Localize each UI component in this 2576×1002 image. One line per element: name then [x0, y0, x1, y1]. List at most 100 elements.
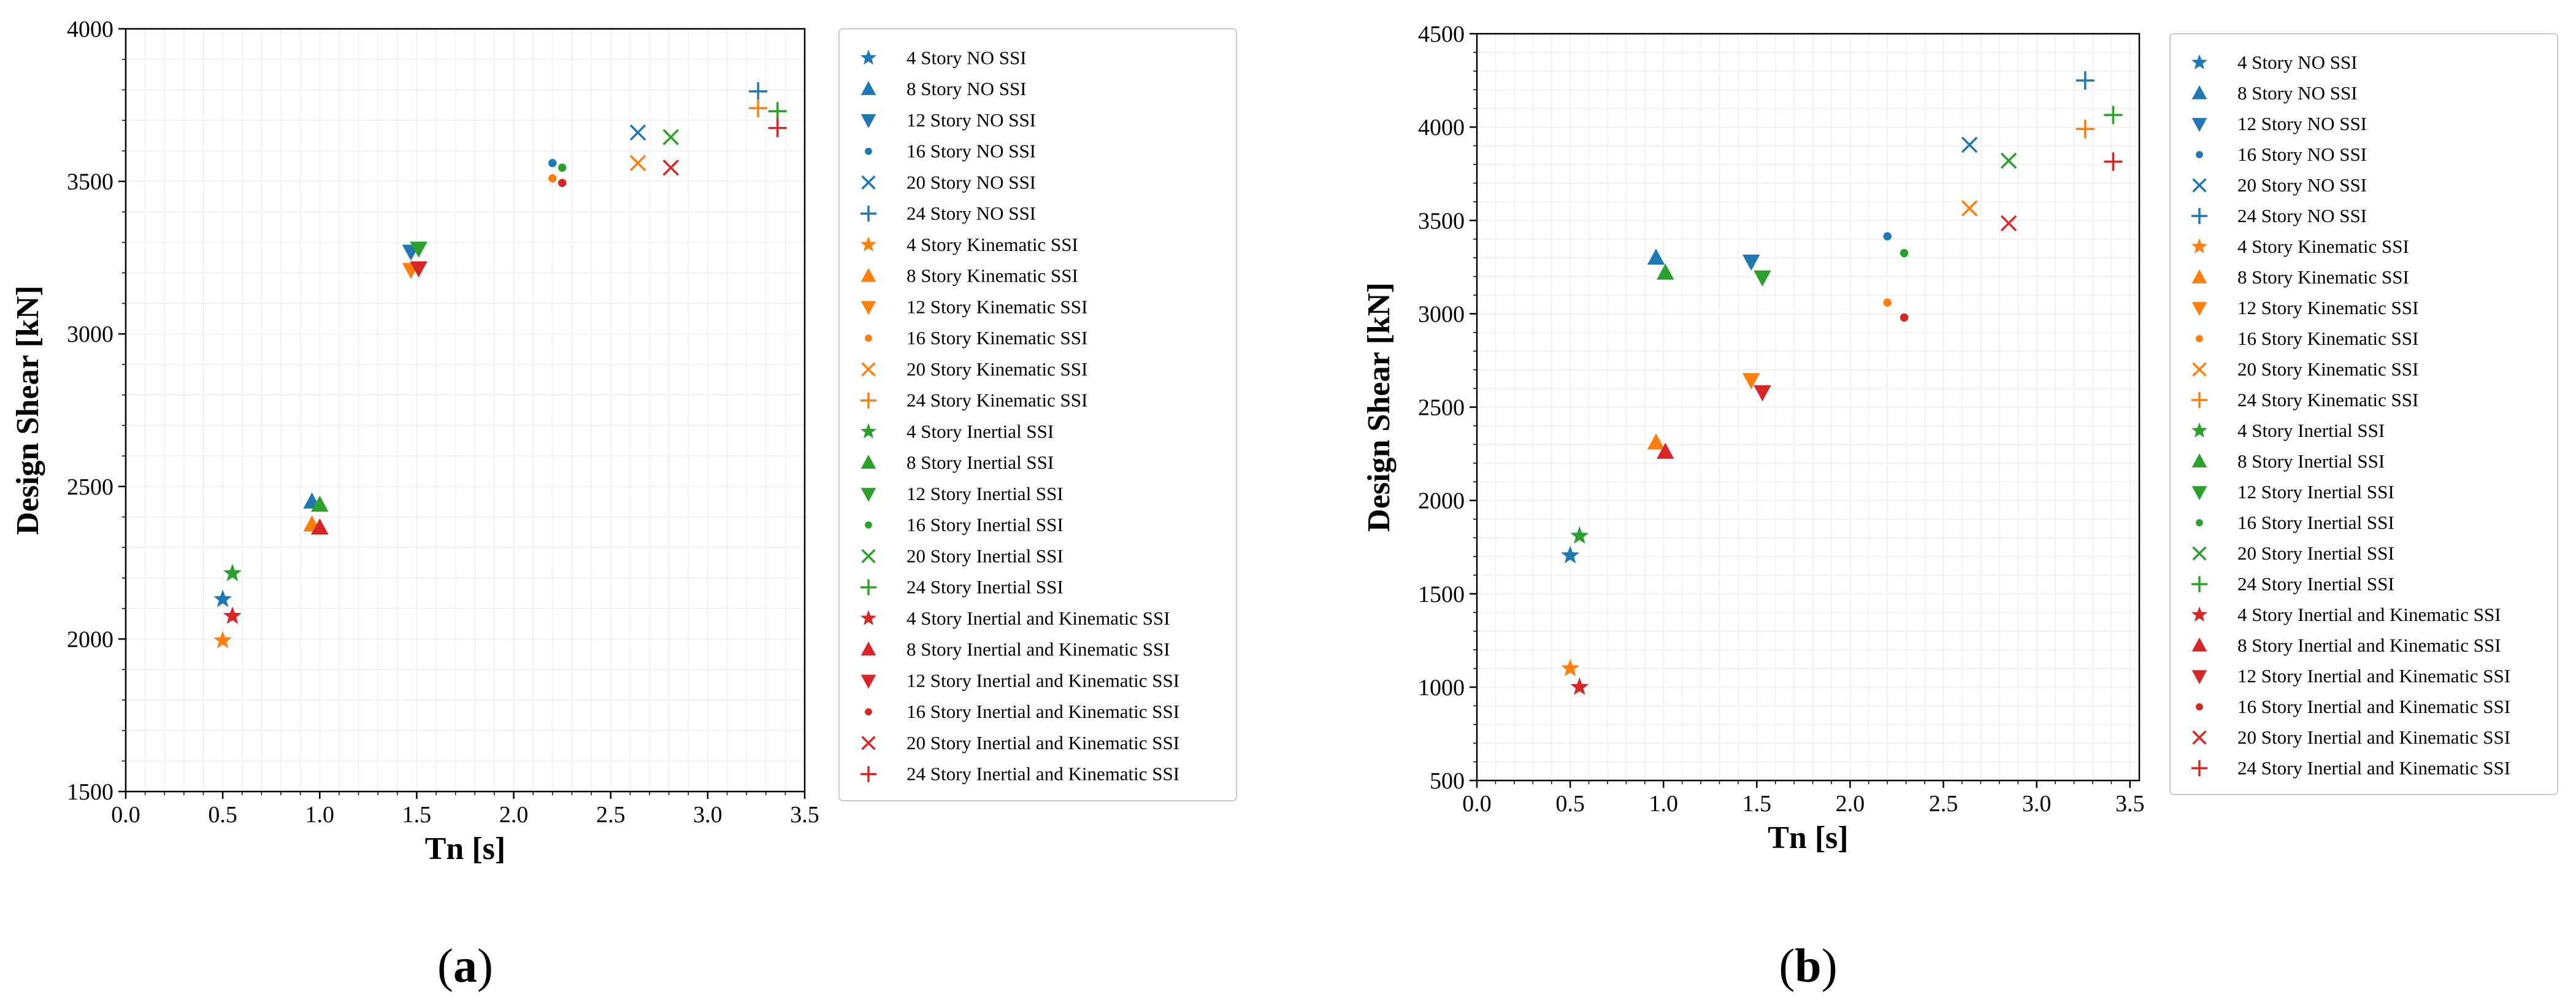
legend-entry: 24 Story NO SSI [2237, 205, 2367, 226]
legend-entry: 16 Story Inertial SSI [2237, 512, 2394, 533]
data-point-dot [1883, 232, 1892, 241]
legend-entry: 12 Story NO SSI [907, 109, 1036, 131]
legend-marker-triangle-up [2191, 638, 2207, 652]
data-point-x [1961, 200, 1978, 217]
legend-marker-star [861, 236, 876, 252]
x-axis-title: Tn [s] [1768, 820, 1848, 855]
data-point-x [2000, 215, 2017, 232]
legend-marker-plus [861, 206, 876, 222]
legend-marker-triangle-down [2191, 670, 2207, 684]
legend-marker-x [2192, 730, 2207, 745]
legend-entry: 20 Story Inertial SSI [2237, 542, 2394, 564]
legend-box [838, 28, 1237, 801]
data-point-triangle-up [1647, 249, 1665, 265]
data-point-x [629, 155, 646, 172]
legend-entry: 4 Story Inertial SSI [2237, 420, 2385, 441]
x-tick-label: 1.5 [402, 802, 432, 828]
data-point-triangle-down [1754, 385, 1771, 402]
legend-entry: 4 Story NO SSI [907, 47, 1027, 68]
data-point-dot [548, 174, 557, 183]
legend-marker-triangle-up [861, 641, 876, 656]
data-point-x [2000, 152, 2017, 169]
data-point-x [662, 159, 679, 176]
legend-entry: 16 Story Inertial and Kinematic SSI [2237, 696, 2510, 717]
data-point-plus [768, 102, 787, 121]
y-tick-label: 3500 [1418, 208, 1465, 234]
legend-entry: 24 Story Inertial SSI [2237, 573, 2394, 595]
legend-marker-x [861, 362, 876, 377]
x-tick-label: 3.0 [693, 802, 723, 828]
x-tick-label: 2.0 [1836, 791, 1865, 817]
x-tick-label: 0.0 [1462, 791, 1492, 817]
legend-marker-triangle-down [861, 114, 876, 128]
legend-entry: 4 Story Kinematic SSI [2237, 236, 2409, 257]
legend-entry: 8 Story Inertial and Kinematic SSI [2237, 634, 2501, 656]
legend-entry: 24 Story Inertial SSI [907, 576, 1064, 598]
legend-marker-dot [865, 334, 872, 342]
legend-marker-x [861, 736, 876, 750]
data-point-dot [548, 159, 557, 168]
legend-entry: 24 Story Inertial and Kinematic SSI [907, 763, 1179, 785]
legend-marker-star [861, 610, 876, 625]
data-point-dot [1899, 313, 1909, 322]
legend-marker-triangle-up [861, 455, 876, 469]
x-tick-label: 3.0 [2022, 791, 2052, 817]
y-tick-label: 1500 [1418, 582, 1465, 607]
panel-b: 0.0 0.5 1.0 1.5 2.0 2.5 3.0 3.5 500 1000 1500 2000 2… [1362, 21, 2558, 992]
x-tick-label: 2.0 [499, 802, 529, 828]
legend-marker-plus [2191, 576, 2207, 592]
legend-entry: 4 Story Inertial SSI [907, 420, 1054, 442]
legend-marker-dot [865, 521, 872, 529]
x-tick-label: 0.5 [1555, 791, 1585, 817]
legend-entry: 24 Story Kinematic SSI [2237, 389, 2418, 410]
data-point-star [1570, 526, 1589, 544]
x-tick-label: 3.5 [790, 802, 819, 828]
data-point-star [213, 590, 232, 607]
x-tick-label: 2.5 [596, 802, 626, 828]
legend-marker-dot [2196, 519, 2203, 526]
legend-entry: 8 Story Inertial SSI [907, 452, 1054, 473]
data-point-plus [749, 82, 768, 101]
legend-entry: 8 Story Kinematic SSI [907, 265, 1078, 287]
legend-marker-dot [2196, 335, 2203, 342]
panel-a: 0.0 0.5 1.0 1.5 2.0 2.5 3.0 3.5 1500 2000 2500 3000… [10, 17, 1237, 992]
legend-marker-star [2191, 54, 2207, 70]
x-tick-label: 1.5 [1742, 791, 1772, 817]
y-tick-label: 4000 [1418, 115, 1465, 141]
legend-entry: 16 Story Kinematic SSI [907, 327, 1087, 349]
legend: 4 Story NO SSI 8 Story NO SSI 12 Story NO … [2169, 33, 2558, 795]
legend-marker-star [2191, 606, 2207, 622]
legend-entry: 8 Story NO SSI [2237, 82, 2358, 104]
legend-entry: 16 Story NO SSI [907, 141, 1036, 162]
y-tick-label: 3000 [67, 322, 113, 347]
legend-marker-triangle-up [861, 81, 876, 95]
legend-marker-dot [2196, 703, 2203, 711]
data-point-triangle-up [1657, 263, 1674, 280]
plot-frame [125, 28, 806, 793]
x-axis-title: Tn [s] [425, 831, 505, 866]
legend: 4 Story NO SSI 8 Story NO SSI 12 Story NO … [838, 28, 1237, 801]
data-point-star [1561, 658, 1580, 677]
y-tick-label: 1000 [1418, 675, 1465, 701]
legend-marker-star [2191, 238, 2207, 254]
legend-marker-triangle-down [2191, 486, 2207, 500]
y-tick-label: 2000 [67, 626, 113, 652]
y-tick-label: 3500 [67, 169, 113, 195]
panel-label: (b) [1779, 939, 1837, 992]
panel-label: (a) [437, 939, 493, 992]
legend-marker-dot [865, 708, 872, 715]
legend-marker-plus [861, 766, 876, 782]
legend-entry: 20 Story NO SSI [907, 171, 1036, 193]
legend-entry: 12 Story NO SSI [2237, 113, 2367, 134]
legend-entry: 24 Story Inertial and Kinematic SSI [2237, 757, 2510, 779]
data-point-x [1961, 136, 1978, 153]
legend-marker-plus [2191, 760, 2207, 776]
legend-marker-x [861, 175, 876, 190]
x-tick-label: 3.5 [2115, 791, 2145, 817]
y-tick-label: 1500 [67, 779, 113, 805]
data-point-triangle-up [311, 495, 329, 512]
legend-entry: 12 Story Inertial SSI [907, 483, 1064, 504]
grid [1476, 33, 2139, 781]
data-point-triangle-down [1742, 254, 1760, 271]
